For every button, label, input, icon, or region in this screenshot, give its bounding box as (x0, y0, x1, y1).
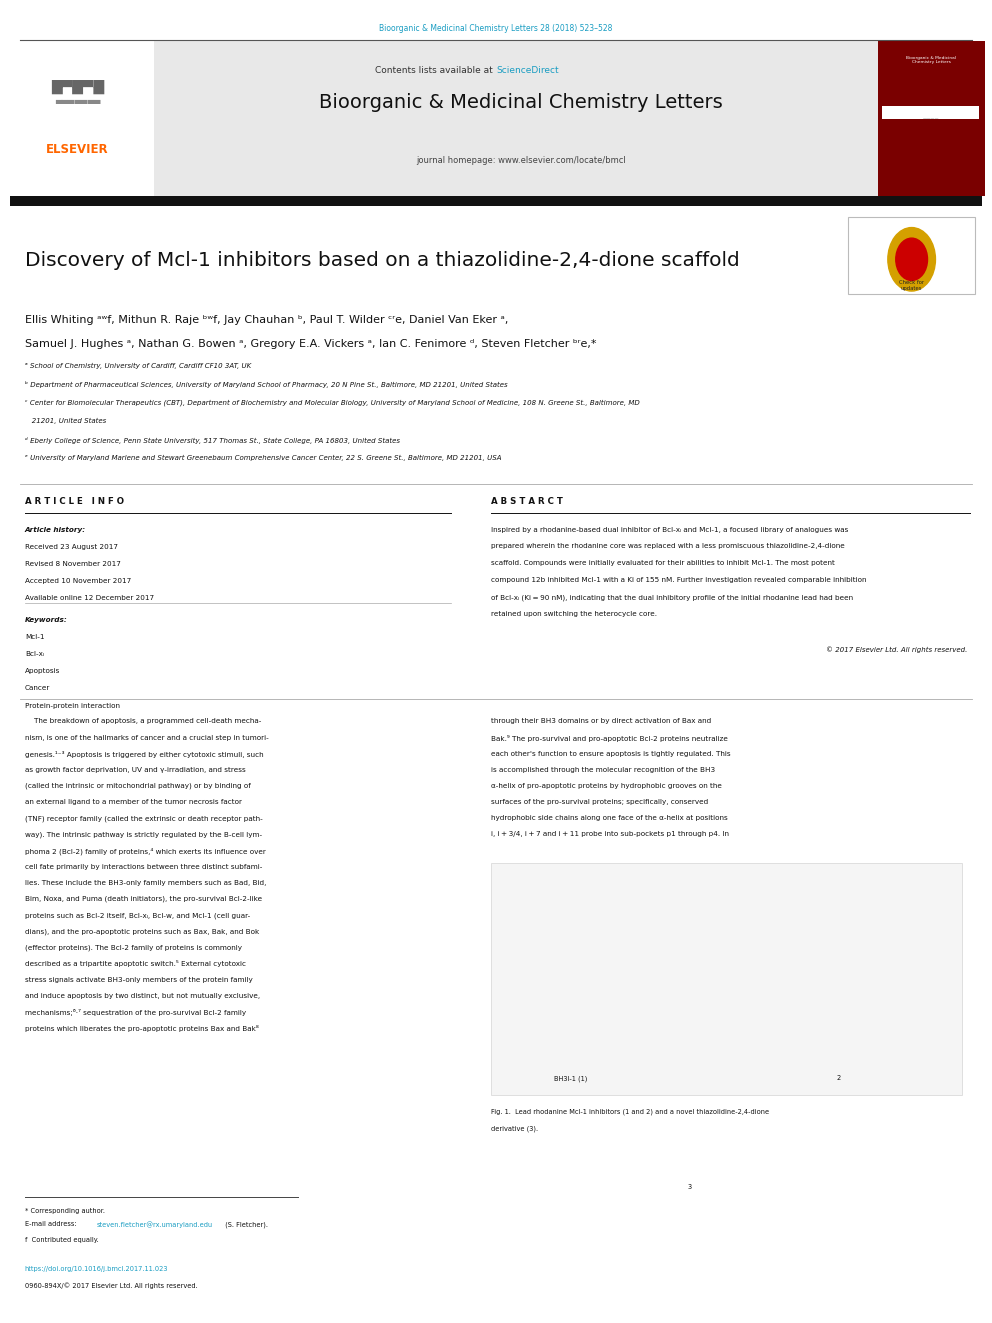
Text: Inspired by a rhodanine-based dual inhibitor of Bcl-xₗ and Mcl-1, a focused libr: Inspired by a rhodanine-based dual inhib… (491, 527, 848, 533)
Text: A B S T A R C T: A B S T A R C T (491, 497, 562, 507)
Text: steven.fletcher@rx.umaryland.edu: steven.fletcher@rx.umaryland.edu (96, 1221, 212, 1228)
Text: (S. Fletcher).: (S. Fletcher). (223, 1221, 268, 1228)
Text: 2: 2 (836, 1076, 840, 1081)
Text: The breakdown of apoptosis, a programmed cell-death mecha-: The breakdown of apoptosis, a programmed… (25, 718, 261, 725)
Text: Received 23 August 2017: Received 23 August 2017 (25, 544, 118, 550)
Text: Keywords:: Keywords: (25, 617, 67, 623)
Text: Bak.⁹ The pro-survival and pro-apoptotic Bcl-2 proteins neutralize: Bak.⁹ The pro-survival and pro-apoptotic… (491, 734, 728, 741)
Text: described as a tripartite apoptotic switch.⁵ External cytotoxic: described as a tripartite apoptotic swit… (25, 960, 246, 967)
Text: is accomplished through the molecular recognition of the BH3: is accomplished through the molecular re… (491, 767, 715, 773)
Circle shape (896, 238, 928, 280)
Text: ScienceDirect: ScienceDirect (496, 66, 558, 75)
Text: cell fate primarily by interactions between three distinct subfami-: cell fate primarily by interactions betw… (25, 864, 262, 869)
Text: Discovery of Mcl-1 inhibitors based on a thiazolidine-2,4-dione scaffold: Discovery of Mcl-1 inhibitors based on a… (25, 251, 740, 270)
Text: █▀█▀█: █▀█▀█ (51, 79, 104, 94)
Text: way). The intrinsic pathway is strictly regulated by the B-cell lym-: way). The intrinsic pathway is strictly … (25, 831, 262, 837)
Text: Samuel J. Hughes ᵃ, Nathan G. Bowen ᵃ, Gregory E.A. Vickers ᵃ, Ian C. Fenimore ᵈ: Samuel J. Hughes ᵃ, Nathan G. Bowen ᵃ, G… (25, 339, 596, 349)
Text: Contents lists available at: Contents lists available at (375, 66, 496, 75)
Text: α-helix of pro-apoptotic proteins by hydrophobic grooves on the: α-helix of pro-apoptotic proteins by hyd… (491, 783, 722, 789)
Bar (10, 41, 152, 196)
Text: an external ligand to a member of the tumor necrosis factor: an external ligand to a member of the tu… (25, 799, 242, 806)
Text: retained upon switching the heterocycle core.: retained upon switching the heterocycle … (491, 611, 657, 618)
Text: Cancer: Cancer (25, 685, 51, 692)
Text: journal homepage: www.elsevier.com/locate/bmcl: journal homepage: www.elsevier.com/locat… (416, 156, 626, 165)
Text: nism, is one of the hallmarks of cancer and a crucial step in tumori-: nism, is one of the hallmarks of cancer … (25, 734, 269, 741)
Bar (848, 217, 975, 294)
Text: ELSEVIER: ELSEVIER (46, 143, 109, 156)
Text: derivative (3).: derivative (3). (491, 1126, 539, 1132)
Text: Available online 12 December 2017: Available online 12 December 2017 (25, 595, 154, 602)
Text: scaffold. Compounds were initially evaluated for their abilities to inhibit Mcl-: scaffold. Compounds were initially evalu… (491, 561, 835, 566)
Text: Bioorganic & Medicinal Chemistry Letters: Bioorganic & Medicinal Chemistry Letters (318, 93, 723, 111)
Text: Ellis Whiting ᵃʷf, Mithun R. Raje ᵇʷf, Jay Chauhan ᵇ, Paul T. Wilder ᶜʳe, Daniel: Ellis Whiting ᵃʷf, Mithun R. Raje ᵇʷf, J… (25, 315, 508, 325)
Text: ▀▀▀▀▀▀▀: ▀▀▀▀▀▀▀ (55, 99, 100, 108)
Text: f  Contributed equally.: f Contributed equally. (25, 1237, 98, 1244)
Text: ᶜ Center for Biomolecular Therapeutics (CBT), Department of Biochemistry and Mol: ᶜ Center for Biomolecular Therapeutics (… (25, 400, 640, 406)
Text: compound 12b inhibited Mcl-1 with a Ki of 155 nM. Further investigation revealed: compound 12b inhibited Mcl-1 with a Ki o… (491, 577, 867, 583)
Text: Protein-protein interaction: Protein-protein interaction (25, 703, 120, 709)
Text: Bioorganic & Medicinal Chemistry Letters 28 (2018) 523–528: Bioorganic & Medicinal Chemistry Letters… (379, 24, 613, 33)
Text: Article history:: Article history: (25, 527, 86, 533)
Text: Fig. 1.  Lead rhodanine Mcl-1 inhibitors (1 and 2) and a novel thiazolidine-2,4-: Fig. 1. Lead rhodanine Mcl-1 inhibitors … (491, 1109, 769, 1115)
Text: Bcl-xₗ: Bcl-xₗ (25, 651, 44, 658)
Text: (TNF) receptor family (called the extrinsic or death receptor path-: (TNF) receptor family (called the extrin… (25, 815, 263, 822)
Text: * Corresponding author.: * Corresponding author. (25, 1208, 105, 1215)
Text: through their BH3 domains or by direct activation of Bax and: through their BH3 domains or by direct a… (491, 718, 711, 725)
Text: dians), and the pro-apoptotic proteins such as Bax, Bak, and Bok: dians), and the pro-apoptotic proteins s… (25, 929, 259, 935)
Text: proteins which liberates the pro-apoptotic proteins Bax and Bak⁸: proteins which liberates the pro-apoptot… (25, 1025, 259, 1032)
Text: Apoptosis: Apoptosis (25, 668, 61, 675)
Text: stress signals activate BH3-only members of the protein family: stress signals activate BH3-only members… (25, 976, 253, 983)
Text: phoma 2 (Bcl-2) family of proteins,⁴ which exerts its influence over: phoma 2 (Bcl-2) family of proteins,⁴ whi… (25, 848, 266, 855)
Text: ᵉ University of Maryland Marlene and Stewart Greenebaum Comprehensive Cancer Cen: ᵉ University of Maryland Marlene and Ste… (25, 455, 501, 462)
Text: (called the intrinsic or mitochondrial pathway) or by binding of: (called the intrinsic or mitochondrial p… (25, 783, 251, 790)
Text: 3: 3 (687, 1184, 691, 1189)
Text: Bim, Noxa, and Puma (death initiators), the pro-survival Bcl-2-like: Bim, Noxa, and Puma (death initiators), … (25, 896, 262, 902)
Text: and induce apoptosis by two distinct, but not mutually exclusive,: and induce apoptosis by two distinct, bu… (25, 992, 260, 999)
Text: prepared wherein the rhodanine core was replaced with a less promiscuous thiazol: prepared wherein the rhodanine core was … (491, 544, 845, 549)
Text: 0960-894X/© 2017 Elsevier Ltd. All rights reserved.: 0960-894X/© 2017 Elsevier Ltd. All right… (25, 1282, 197, 1289)
Text: each other's function to ensure apoptosis is tightly regulated. This: each other's function to ensure apoptosi… (491, 750, 731, 757)
Text: hydrophobic side chains along one face of the α-helix at positions: hydrophobic side chains along one face o… (491, 815, 728, 822)
Text: as growth factor deprivation, UV and γ-irradiation, and stress: as growth factor deprivation, UV and γ-i… (25, 767, 246, 773)
Text: Revised 8 November 2017: Revised 8 November 2017 (25, 561, 121, 568)
Text: Bioorganic & Medicinal
Chemistry Letters: Bioorganic & Medicinal Chemistry Letters (907, 56, 956, 65)
Text: ᵃ School of Chemistry, University of Cardiff, Cardiff CF10 3AT, UK: ᵃ School of Chemistry, University of Car… (25, 363, 251, 369)
Text: Check for
updates: Check for updates (899, 280, 925, 291)
Bar (882, 106, 979, 119)
Text: i, i + 3/4, i + 7 and i + 11 probe into sub-pockets p1 through p4. In: i, i + 3/4, i + 7 and i + 11 probe into … (491, 831, 729, 837)
Text: A R T I C L E   I N F O: A R T I C L E I N F O (25, 497, 124, 507)
Circle shape (888, 228, 935, 291)
Text: Mcl-1: Mcl-1 (25, 634, 45, 640)
Text: lies. These include the BH3-only family members such as Bad, Bid,: lies. These include the BH3-only family … (25, 880, 266, 886)
Text: surfaces of the pro-survival proteins; specifically, conserved: surfaces of the pro-survival proteins; s… (491, 799, 708, 806)
Text: mechanisms;⁶‧⁷ sequestration of the pro-survival Bcl-2 family: mechanisms;⁶‧⁷ sequestration of the pro-… (25, 1009, 246, 1016)
Text: genesis.¹⁻³ Apoptosis is triggered by either cytotoxic stimuli, such: genesis.¹⁻³ Apoptosis is triggered by ei… (25, 750, 264, 758)
Bar (491, 864, 962, 1095)
Text: of Bcl-xₗ (Ki = 90 nM), indicating that the dual inhibitory profile of the initi: of Bcl-xₗ (Ki = 90 nM), indicating that … (491, 594, 853, 601)
Text: Accepted 10 November 2017: Accepted 10 November 2017 (25, 578, 131, 585)
Text: ᵇ Department of Pharmaceutical Sciences, University of Maryland School of Pharma: ᵇ Department of Pharmaceutical Sciences,… (25, 381, 508, 388)
Bar (10, 196, 982, 206)
Text: BH3I-1 (1): BH3I-1 (1) (554, 1076, 587, 1082)
Text: ᵈ Eberly College of Science, Penn State University, 517 Thomas St., State Colleg: ᵈ Eberly College of Science, Penn State … (25, 437, 400, 443)
Text: (effector proteins). The Bcl-2 family of proteins is commonly: (effector proteins). The Bcl-2 family of… (25, 945, 242, 951)
Text: ————: ———— (924, 116, 939, 120)
Text: © 2017 Elsevier Ltd. All rights reserved.: © 2017 Elsevier Ltd. All rights reserved… (825, 647, 967, 654)
Bar (154, 41, 878, 196)
Text: https://doi.org/10.1016/j.bmcl.2017.11.023: https://doi.org/10.1016/j.bmcl.2017.11.0… (25, 1266, 169, 1273)
Bar (878, 41, 985, 196)
Text: proteins such as Bcl-2 itself, Bcl-xₗ, Bcl-w, and Mcl-1 (cell guar-: proteins such as Bcl-2 itself, Bcl-xₗ, B… (25, 912, 250, 918)
Text: E-mail address:: E-mail address: (25, 1221, 78, 1228)
Text: 21201, United States: 21201, United States (25, 418, 106, 425)
